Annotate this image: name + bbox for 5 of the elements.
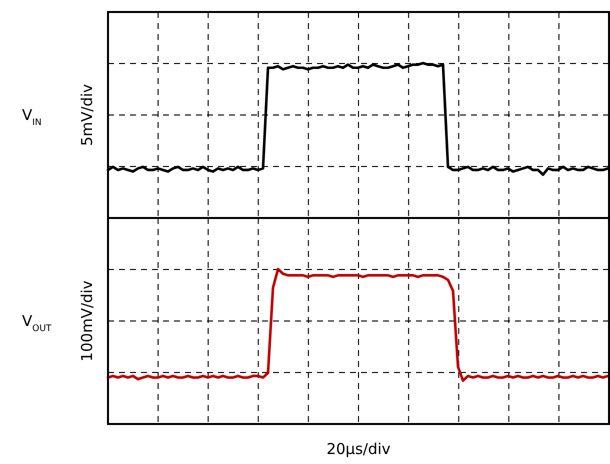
text: V$_{OUT}$ [22,312,52,334]
x-axis-title: 20µs/div [326,440,391,458]
text: V$_{IN}$ [22,106,42,128]
y-axis-title: 5mV/div [78,84,96,146]
y-axis-title: 100mV/div [78,280,96,362]
